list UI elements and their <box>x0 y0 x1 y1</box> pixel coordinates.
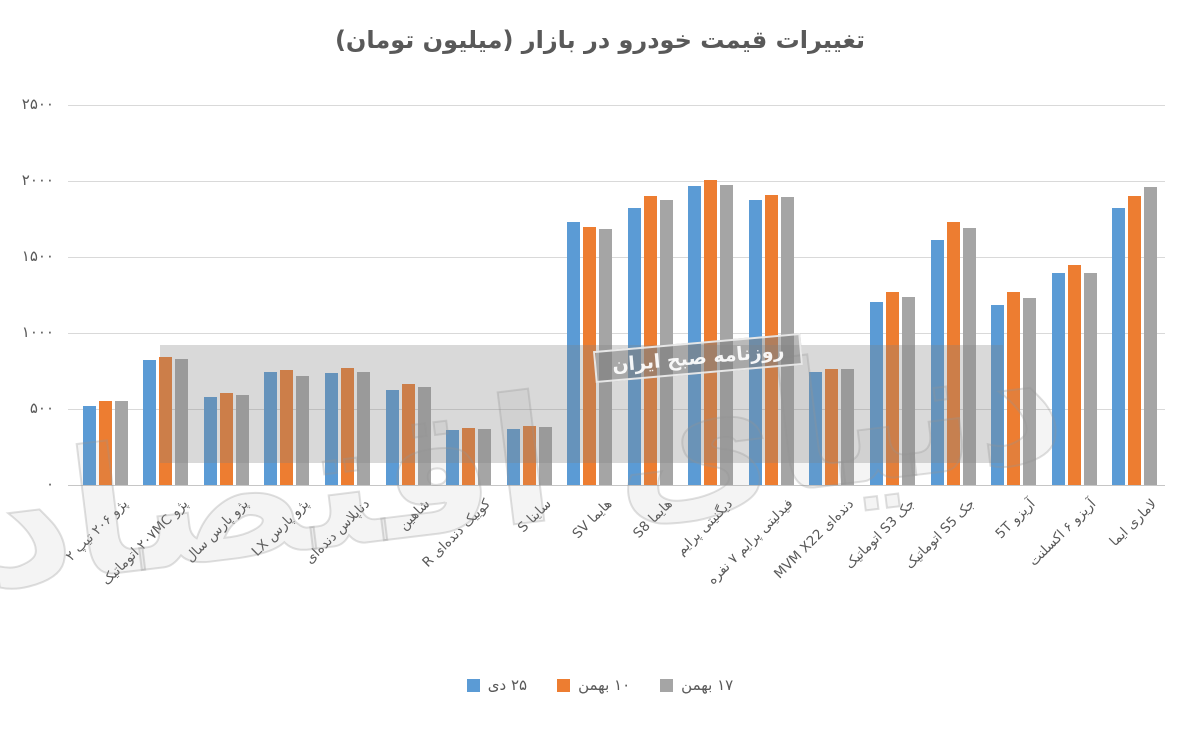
legend-label: ۲۵ دی <box>487 676 528 694</box>
bar-۱۰ بهمن-هایما SV <box>583 227 596 485</box>
bar-۲۵ دی-جک S3 اتوماتیک <box>870 302 883 485</box>
bar-۲۵ دی-ساینا S <box>507 429 520 485</box>
bar-۲۵ دی-لاماری ایما <box>1112 208 1125 485</box>
bar-۱۰ بهمن-دناپلاس دنده‌ای <box>341 368 354 485</box>
bar-۱۰ بهمن-پژو ۲۰۷MC اتوماتیک <box>159 357 172 485</box>
bar-۱۰ بهمن-آریزو 5T <box>1007 292 1020 485</box>
bar-۱۰ بهمن-شاهین <box>402 384 415 485</box>
chart-legend: ۲۵ دی ۱۰ بهمن ۱۷ بهمن <box>0 676 1200 694</box>
bar-۱۰ بهمن-پژو پارس LX <box>280 370 293 485</box>
gridline <box>68 105 1165 106</box>
bar-۲۵ دی-پژو پارس سال <box>204 397 217 485</box>
bar-۱۷ بهمن-آریزو ۶ اکسلنت <box>1084 273 1097 485</box>
bar-۱۷ بهمن-پژو پارس سال <box>236 395 249 485</box>
bar-۱۷ بهمن-آریزو 5T <box>1023 298 1036 485</box>
bar-۱۷ بهمن-شاهین <box>418 387 431 485</box>
bar-۱۰ بهمن-کوییک دنده‌ای R <box>462 428 475 485</box>
gridline <box>68 333 1165 334</box>
x-axis-tick: پژو پارس LX <box>248 496 313 560</box>
legend-label: ۱۰ بهمن <box>578 676 631 694</box>
bar-۱۷ بهمن-پژو ۲۰۶ تیپ ۲ <box>115 401 128 485</box>
gridline <box>68 485 1165 486</box>
y-axis-tick: ۱۵۰۰ <box>21 247 54 265</box>
y-axis-tick: ۲۰۰۰ <box>21 171 54 189</box>
x-axis-tick: ساینا S <box>514 496 555 536</box>
legend-swatch-icon <box>557 678 571 692</box>
bar-۱۰ بهمن-دیگنیتی پرایم <box>704 180 717 485</box>
y-axis-tick: ۵۰۰ <box>29 399 54 417</box>
gridline <box>68 257 1165 258</box>
bar-۱۰ بهمن-پژو پارس سال <box>220 393 233 485</box>
bar-۲۵ دی-پژو ۲۰۷MC اتوماتیک <box>143 360 156 485</box>
bar-۲۵ دی-آریزو ۶ اکسلنت <box>1052 273 1065 485</box>
bar-۱۰ بهمن-جک S3 اتوماتیک <box>886 292 899 485</box>
bar-۱۷ بهمن-ساینا S <box>539 427 552 485</box>
x-axis-tick: پژو پارس سال <box>182 496 252 566</box>
legend-item: ۱۰ بهمن <box>557 676 630 694</box>
bar-۱۰ بهمن-MVM X22 دنده‌ای <box>825 369 838 485</box>
bar-۲۵ دی-دیگنیتی پرایم <box>688 186 701 485</box>
y-axis-tick: ۱۰۰۰ <box>21 323 54 341</box>
legend-swatch-icon <box>660 678 674 692</box>
x-axis-tick: هایما SV <box>569 496 616 542</box>
bar-۱۷ بهمن-جک S5 اتوماتیک <box>963 228 976 485</box>
legend-item: ۱۷ بهمن <box>660 676 733 694</box>
watermark-band <box>160 345 1003 463</box>
chart-title: تغییرات قیمت خودرو در بازار (میلیون توما… <box>334 26 866 54</box>
gridline <box>68 409 1165 410</box>
bar-۱۷ بهمن-دیگنیتی پرایم <box>720 185 733 485</box>
bar-۲۵ دی-پژو پارس LX <box>264 372 277 485</box>
bar-۱۰ بهمن-پژو ۲۰۶ تیپ ۲ <box>99 401 112 485</box>
gridline <box>68 181 1165 182</box>
bar-۱۰ بهمن-هایما S8 <box>644 196 657 485</box>
x-axis-tick: لاماری ایما <box>1106 496 1161 550</box>
bar-۱۷ بهمن-جک S3 اتوماتیک <box>902 297 915 485</box>
x-axis-tick: دیگنیتی پرایم <box>673 496 737 559</box>
bar-۱۷ بهمن-MVM X22 دنده‌ای <box>841 369 854 485</box>
x-axis-tick: شاهین <box>395 496 434 534</box>
bar-۱۷ بهمن-هایما S8 <box>660 200 673 485</box>
x-axis-tick: هایما S8 <box>630 496 676 542</box>
y-axis-tick: ۰ <box>45 475 54 493</box>
bar-۲۵ دی-جک S5 اتوماتیک <box>931 240 944 485</box>
bar-۲۵ دی-پژو ۲۰۶ تیپ ۲ <box>83 406 96 485</box>
legend-swatch-icon <box>466 678 480 692</box>
bar-۱۷ بهمن-کوییک دنده‌ای R <box>478 429 491 485</box>
bar-۱۰ بهمن-آریزو ۶ اکسلنت <box>1068 265 1081 485</box>
bar-۲۵ دی-کوییک دنده‌ای R <box>446 430 459 485</box>
bar-۲۵ دی-هایما SV <box>567 222 580 485</box>
bar-۲۵ دی-شاهین <box>386 390 399 485</box>
bar-۱۰ بهمن-جک S5 اتوماتیک <box>947 222 960 485</box>
bar-۱۷ بهمن-پژو ۲۰۷MC اتوماتیک <box>175 359 188 485</box>
bar-۲۵ دی-دناپلاس دنده‌ای <box>325 373 338 485</box>
x-axis-tick: آریزو 5T <box>992 496 1039 543</box>
bar-۱۷ بهمن-دناپلاس دنده‌ای <box>357 372 370 485</box>
y-axis-tick: ۲۵۰۰ <box>21 95 54 113</box>
bar-۱۷ بهمن-لاماری ایما <box>1144 187 1157 485</box>
bar-۱۰ بهمن-لاماری ایما <box>1128 196 1141 485</box>
legend-label: ۱۷ بهمن <box>681 676 734 694</box>
bar-۱۷ بهمن-پژو پارس LX <box>296 376 309 485</box>
bar-۲۵ دی-آریزو 5T <box>991 305 1004 485</box>
bar-۱۰ بهمن-ساینا S <box>523 426 536 485</box>
legend-item: ۲۵ دی <box>466 676 528 694</box>
bar-۲۵ دی-MVM X22 دنده‌ای <box>809 372 822 485</box>
